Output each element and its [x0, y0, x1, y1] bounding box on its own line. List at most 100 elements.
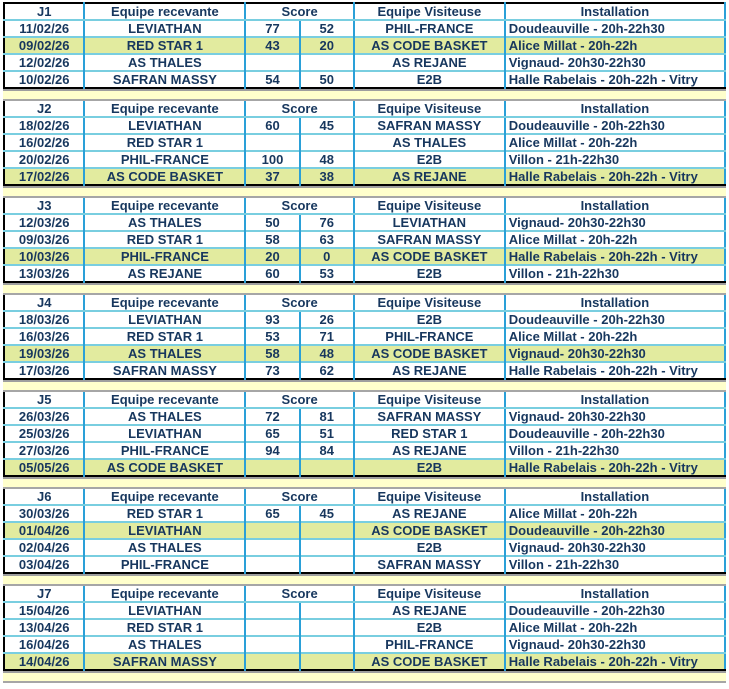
round-table: J5 Equipe recevante Score Equipe Visiteu…: [3, 392, 726, 477]
match-date-cell: 01/04/26: [4, 521, 85, 539]
venue-link[interactable]: Halle Rabelais - 20h-22h - Vitry: [508, 460, 698, 476]
away-score-cell: 48: [298, 344, 354, 362]
match-date-cell: 16/03/26: [4, 327, 85, 345]
home-team-cell: AS CODE BASKET: [83, 458, 246, 476]
venue-link[interactable]: Doudeauville - 20h-22h30: [508, 603, 665, 619]
venue-cell: Doudeauville - 20h-22h30: [503, 602, 725, 619]
score-column-header: Score: [244, 586, 354, 603]
venue-link[interactable]: Alice Millat - 20h-22h: [508, 135, 638, 151]
venue-link[interactable]: Alice Millat - 20h-22h: [508, 329, 638, 345]
venue-link[interactable]: Alice Millat - 20h-22h: [508, 232, 638, 248]
venue-link[interactable]: Alice Millat - 20h-22h: [508, 38, 638, 54]
home-score-cell: [244, 635, 300, 653]
match-row: 18/02/26 LEVIATHAN 60 45 SAFRAN MASSY Do…: [4, 117, 725, 134]
match-date-cell: 26/03/26: [18, 409, 70, 424]
away-team-cell: AS REJANE: [352, 602, 505, 619]
venue-cell: Villon - 21h-22h30: [503, 441, 725, 459]
match-row: 14/04/26 SAFRAN MASSY AS CODE BASKET Hal…: [4, 652, 725, 670]
venue-link[interactable]: Vignaud- 20h30-22h30: [508, 637, 646, 653]
away-column-header: Equipe Visiteuse: [352, 198, 505, 215]
venue-link[interactable]: Alice Millat - 20h-22h: [508, 506, 638, 522]
away-column-header: Equipe Visiteuse: [352, 392, 505, 409]
venue-column-header: Installation: [503, 586, 725, 603]
misspelled-word: Vignaud: [508, 55, 560, 70]
table-gap-band: [3, 477, 726, 489]
home-column-header: Equipe recevante: [83, 101, 246, 118]
venue-link[interactable]: Halle Rabelais - 20h-22h - Vitry: [508, 249, 698, 265]
home-column-header: Equipe recevante: [83, 295, 246, 312]
venue-link[interactable]: Halle Rabelais - 20h-22h - Vitry: [508, 654, 698, 670]
home-team-cell: RED STAR 1: [83, 327, 246, 345]
match-row: 17/02/26 AS CODE BASKET 37 38 AS REJANE …: [4, 167, 725, 185]
home-score-cell: 37: [244, 167, 300, 185]
venue-link[interactable]: Vignaud- 20h30-22h30: [508, 346, 646, 362]
round-header-row: J6 Equipe recevante Score Equipe Visiteu…: [4, 489, 725, 506]
match-row: 11/02/26 LEVIATHAN 77 52 PHIL-FRANCE Dou…: [4, 20, 725, 37]
match-row: 26/03/26 AS THALES 72 81 SAFRAN MASSY Vi…: [4, 408, 725, 425]
venue-link[interactable]: Halle Rabelais - 20h-22h - Vitry: [508, 72, 698, 88]
venue-link[interactable]: Vignaud- 20h30-22h30: [508, 409, 646, 425]
match-row: 02/04/26 AS THALES E2B Vignaud- 20h30-22…: [4, 538, 725, 556]
round-body: 30/03/26 RED STAR 1 65 45 AS REJANE Alic…: [4, 505, 725, 573]
away-score-cell: 63: [298, 230, 354, 248]
match-row: 09/02/26 RED STAR 1 43 20 AS CODE BASKET…: [4, 36, 725, 54]
away-team-cell: E2B: [352, 264, 505, 282]
round-label: J3: [4, 198, 85, 215]
home-score-cell: 73: [244, 361, 300, 379]
home-score-cell: 58: [244, 230, 300, 248]
match-date-cell: 13/04/26: [4, 618, 85, 636]
venue-link[interactable]: Doudeauville - 20h-22h30: [508, 21, 665, 37]
away-column-header: Equipe Visiteuse: [352, 295, 505, 312]
venue-link[interactable]: Vignaud- 20h30-22h30: [508, 215, 646, 231]
match-date-cell: 16/04/26: [4, 635, 85, 653]
venue-cell: Vignaud- 20h30-22h30: [503, 635, 725, 653]
round-section: J3 Equipe recevante Score Equipe Visiteu…: [3, 198, 726, 295]
match-date-cell: 20/02/26: [4, 150, 85, 168]
match-date-cell: 18/02/26: [18, 118, 70, 133]
venue-link[interactable]: Villon - 21h-22h30: [508, 557, 620, 573]
venue-link[interactable]: Vignaud- 20h30-22h30: [508, 540, 646, 556]
away-team-cell: E2B: [352, 311, 505, 328]
round-header-row: J3 Equipe recevante Score Equipe Visiteu…: [4, 198, 725, 215]
home-score-cell: [244, 652, 300, 670]
home-score-cell: 60: [244, 264, 300, 282]
venue-link[interactable]: Doudeauville - 20h-22h30: [508, 312, 665, 328]
away-score-cell: [298, 555, 354, 573]
home-column-header: Equipe recevante: [83, 392, 246, 409]
match-row: 15/04/26 LEVIATHAN AS REJANE Doudeauvill…: [4, 602, 725, 619]
away-score-cell: 50: [298, 70, 354, 88]
match-date-cell: 17/03/26: [4, 361, 85, 379]
match-date-cell: 11/02/26: [19, 21, 70, 36]
match-row: 01/04/26 LEVIATHAN AS CODE BASKET Doudea…: [4, 521, 725, 539]
away-score-cell: 26: [298, 311, 354, 328]
home-score-cell: 77: [244, 20, 300, 37]
match-date-cell: 03/04/26: [4, 555, 85, 573]
venue-link[interactable]: Doudeauville - 20h-22h30: [508, 118, 665, 134]
home-score-cell: [244, 538, 300, 556]
venue-link[interactable]: Doudeauville - 20h-22h30: [508, 523, 665, 539]
venue-link[interactable]: Vignaud- 20h30-22h30: [508, 55, 646, 71]
away-team-cell: AS CODE BASKET: [352, 36, 505, 54]
venue-link[interactable]: Alice Millat - 20h-22h: [508, 620, 638, 636]
table-gap-band: [3, 283, 726, 295]
venue-cell: Villon - 21h-22h30: [503, 264, 725, 282]
venue-link[interactable]: Villon - 21h-22h30: [508, 443, 620, 459]
venue-link[interactable]: Doudeauville - 20h-22h30: [508, 426, 665, 442]
match-date-cell: 09/02/26: [4, 36, 85, 54]
round-header-row: J5 Equipe recevante Score Equipe Visiteu…: [4, 392, 725, 409]
score-column-header: Score: [244, 295, 354, 312]
venue-link[interactable]: Halle Rabelais - 20h-22h - Vitry: [508, 169, 698, 185]
venue-link[interactable]: Villon - 21h-22h30: [508, 152, 620, 168]
venue-column-header: Installation: [503, 101, 725, 118]
match-row: 13/03/26 AS REJANE 60 53 E2B Villon - 21…: [4, 264, 725, 282]
home-score-cell: [244, 602, 300, 619]
home-team-cell: RED STAR 1: [83, 133, 246, 151]
venue-link[interactable]: Halle Rabelais - 20h-22h - Vitry: [508, 363, 698, 379]
venue-cell: Vignaud- 20h30-22h30: [503, 214, 725, 231]
home-score-cell: 93: [244, 311, 300, 328]
away-team-cell: E2B: [352, 618, 505, 636]
venue-cell: Alice Millat - 20h-22h: [503, 618, 725, 636]
home-score-cell: [244, 618, 300, 636]
venue-link[interactable]: Villon - 21h-22h30: [508, 266, 620, 282]
